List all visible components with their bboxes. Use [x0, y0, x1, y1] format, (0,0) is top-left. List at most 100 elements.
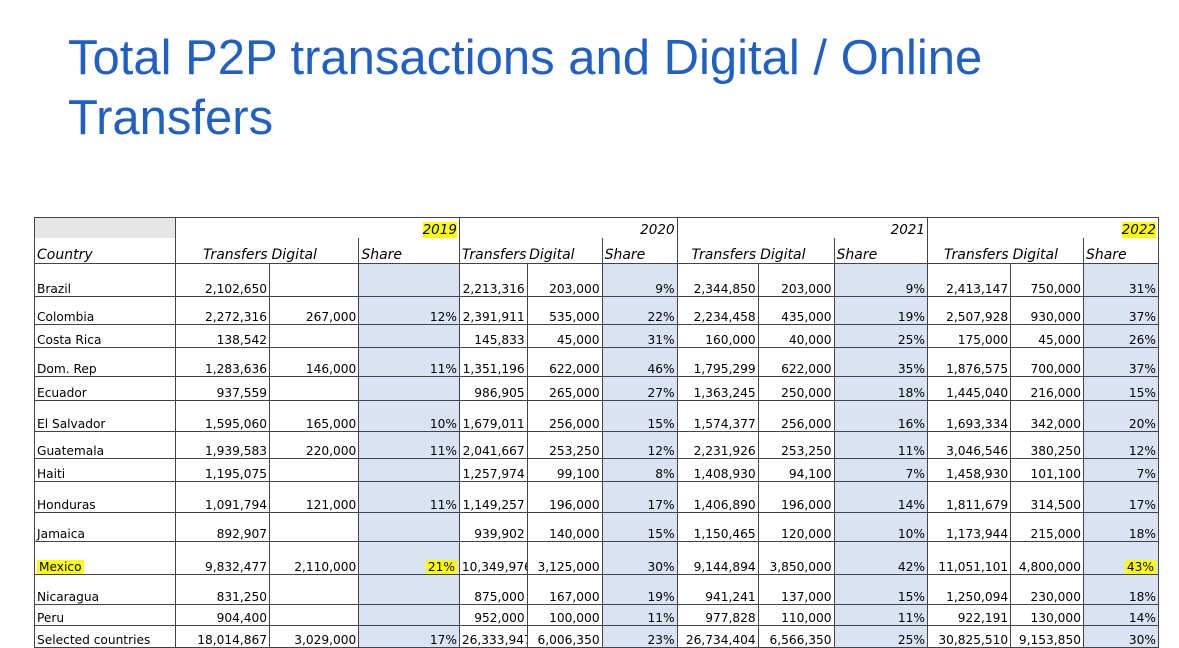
transfers-header-2021: Transfers	[677, 238, 759, 264]
digital-2021-cell: 256,000	[758, 400, 835, 432]
year-header-row: 2019 2020 2021 2022	[34, 217, 1160, 238]
digital-header-2022: Digital	[1010, 238, 1084, 264]
digital-2019-cell	[269, 604, 360, 626]
transfers-2021-cell: 941,241	[677, 574, 759, 605]
share-2020-cell: 30%	[602, 541, 678, 575]
transfers-2022-cell: 1,876,575	[927, 347, 1012, 377]
share-header-2022: Share	[1082, 238, 1160, 264]
digital-2020-cell: 45,000	[527, 324, 603, 348]
transfers-2022-cell: 1,445,040	[927, 376, 1012, 401]
table-row: Costa Rica 138,542 145,833 45,000 31% 160,000…	[34, 324, 1160, 348]
table-row: Mexico 9,832,477 2,110,000 21% 10,349,976 3,1…	[34, 541, 1160, 575]
share-2020-cell: 31%	[602, 324, 678, 348]
transfers-2019-cell: 1,195,075	[175, 458, 271, 482]
country-cell: Mexico	[34, 541, 176, 575]
country-cell: Honduras	[34, 481, 176, 513]
share-2019-cell: 17%	[358, 625, 460, 648]
column-header-row: Country Transfers Digital Share Transfer…	[34, 238, 1160, 264]
share-2021-cell: 25%	[834, 324, 928, 348]
country-cell: Nicaragua	[34, 574, 176, 605]
share-2021-cell: 35%	[834, 347, 928, 377]
share-2022-cell: 14%	[1083, 604, 1160, 626]
transfers-2019-cell: 831,250	[175, 574, 271, 605]
share-2020-cell: 8%	[602, 458, 678, 482]
table-total-row: Selected countries 18,014,867 3,029,000 17%…	[34, 625, 1160, 648]
digital-2021-cell: 94,100	[758, 458, 835, 482]
country-cell: El Salvador	[34, 400, 176, 432]
transfers-2020-cell: 1,149,257	[459, 481, 528, 513]
share-2021-cell: 18%	[834, 376, 928, 401]
transfers-2020-cell: 875,000	[459, 574, 528, 605]
share-2020-cell: 9%	[602, 263, 678, 297]
table-row: Honduras 1,091,794 121,000 11% 1,149,257 196,…	[34, 481, 1160, 513]
transfers-2019-cell: 2,272,316	[175, 296, 271, 325]
share-2020-cell: 17%	[602, 481, 678, 513]
transfers-2022-cell: 175,000	[927, 324, 1012, 348]
transfers-2019-cell: 904,400	[175, 604, 271, 626]
transfers-2019-cell: 138,542	[175, 324, 271, 348]
share-2019-cell	[358, 512, 460, 542]
transfers-2022-cell: 1,173,944	[927, 512, 1012, 542]
share-2021-cell: 10%	[834, 512, 928, 542]
digital-2021-cell: 120,000	[758, 512, 835, 542]
digital-2020-cell: 6,006,350	[527, 625, 603, 648]
digital-2020-cell: 203,000	[527, 263, 603, 297]
transfers-2019-cell: 9,832,477	[175, 541, 271, 575]
transfers-2019-cell: 1,595,060	[175, 400, 271, 432]
digital-header-2021: Digital	[758, 238, 835, 264]
digital-2022-cell: 45,000	[1010, 324, 1084, 348]
digital-2019-cell	[269, 376, 360, 401]
table-row: Nicaragua 831,250 875,000 167,000 19% 941,241…	[34, 574, 1160, 605]
digital-2019-cell: 220,000	[269, 431, 360, 459]
share-2020-cell: 15%	[602, 400, 678, 432]
transfers-2021-cell: 2,231,926	[677, 431, 759, 459]
share-2021-cell: 7%	[834, 458, 928, 482]
digital-2020-cell: 196,000	[527, 481, 603, 513]
transfers-2021-cell: 1,408,930	[677, 458, 759, 482]
transfers-2022-cell: 11,051,101	[927, 541, 1012, 575]
share-2019-cell	[358, 376, 460, 401]
share-2020-cell: 15%	[602, 512, 678, 542]
transfers-2021-cell: 1,574,377	[677, 400, 759, 432]
digital-2020-cell: 256,000	[527, 400, 603, 432]
share-2021-cell: 11%	[834, 431, 928, 459]
share-2021-cell: 25%	[834, 625, 928, 648]
share-2021-cell: 15%	[834, 574, 928, 605]
transfers-2020-cell: 10,349,976	[459, 541, 528, 575]
digital-header-2019: Digital	[269, 238, 359, 264]
share-2022-cell: 12%	[1083, 431, 1160, 459]
transfers-2020-cell: 26,333,947	[459, 625, 528, 648]
country-cell: Haiti	[34, 458, 176, 482]
country-cell: Peru	[34, 604, 176, 626]
share-2022-cell: 30%	[1083, 625, 1160, 648]
share-2020-cell: 12%	[602, 431, 678, 459]
country-cell: Selected countries	[34, 625, 176, 648]
country-header: Country	[34, 238, 176, 264]
digital-2022-cell: 101,100	[1010, 458, 1084, 482]
year-2019-header: 2019	[175, 217, 460, 238]
digital-2020-cell: 535,000	[527, 296, 603, 325]
transfers-2019-cell: 18,014,867	[175, 625, 271, 648]
transfers-2020-cell: 2,041,667	[459, 431, 528, 459]
share-2019-cell: 10%	[358, 400, 460, 432]
digital-2022-cell: 130,000	[1010, 604, 1084, 626]
digital-2020-cell: 140,000	[527, 512, 603, 542]
table-row: Jamaica 892,907 939,902 140,000 15% 1,150,465…	[34, 512, 1160, 542]
digital-2021-cell: 40,000	[758, 324, 835, 348]
digital-2020-cell: 100,000	[527, 604, 603, 626]
share-2022-cell: 20%	[1083, 400, 1160, 432]
digital-2019-cell: 121,000	[269, 481, 360, 513]
digital-2022-cell: 700,000	[1010, 347, 1084, 377]
share-2022-cell: 26%	[1083, 324, 1160, 348]
share-2021-cell: 19%	[834, 296, 928, 325]
digital-2021-cell: 250,000	[758, 376, 835, 401]
digital-2022-cell: 9,153,850	[1010, 625, 1084, 648]
transfers-2021-cell: 1,150,465	[677, 512, 759, 542]
digital-2022-cell: 216,000	[1010, 376, 1084, 401]
digital-2022-cell: 750,000	[1010, 263, 1084, 297]
share-2019-cell	[358, 574, 460, 605]
share-2019-cell: 21%	[358, 541, 460, 575]
transfers-2022-cell: 2,507,928	[927, 296, 1012, 325]
share-2021-cell: 16%	[834, 400, 928, 432]
table-row: Dom. Rep 1,283,636 146,000 11% 1,351,196 622,…	[34, 347, 1160, 377]
